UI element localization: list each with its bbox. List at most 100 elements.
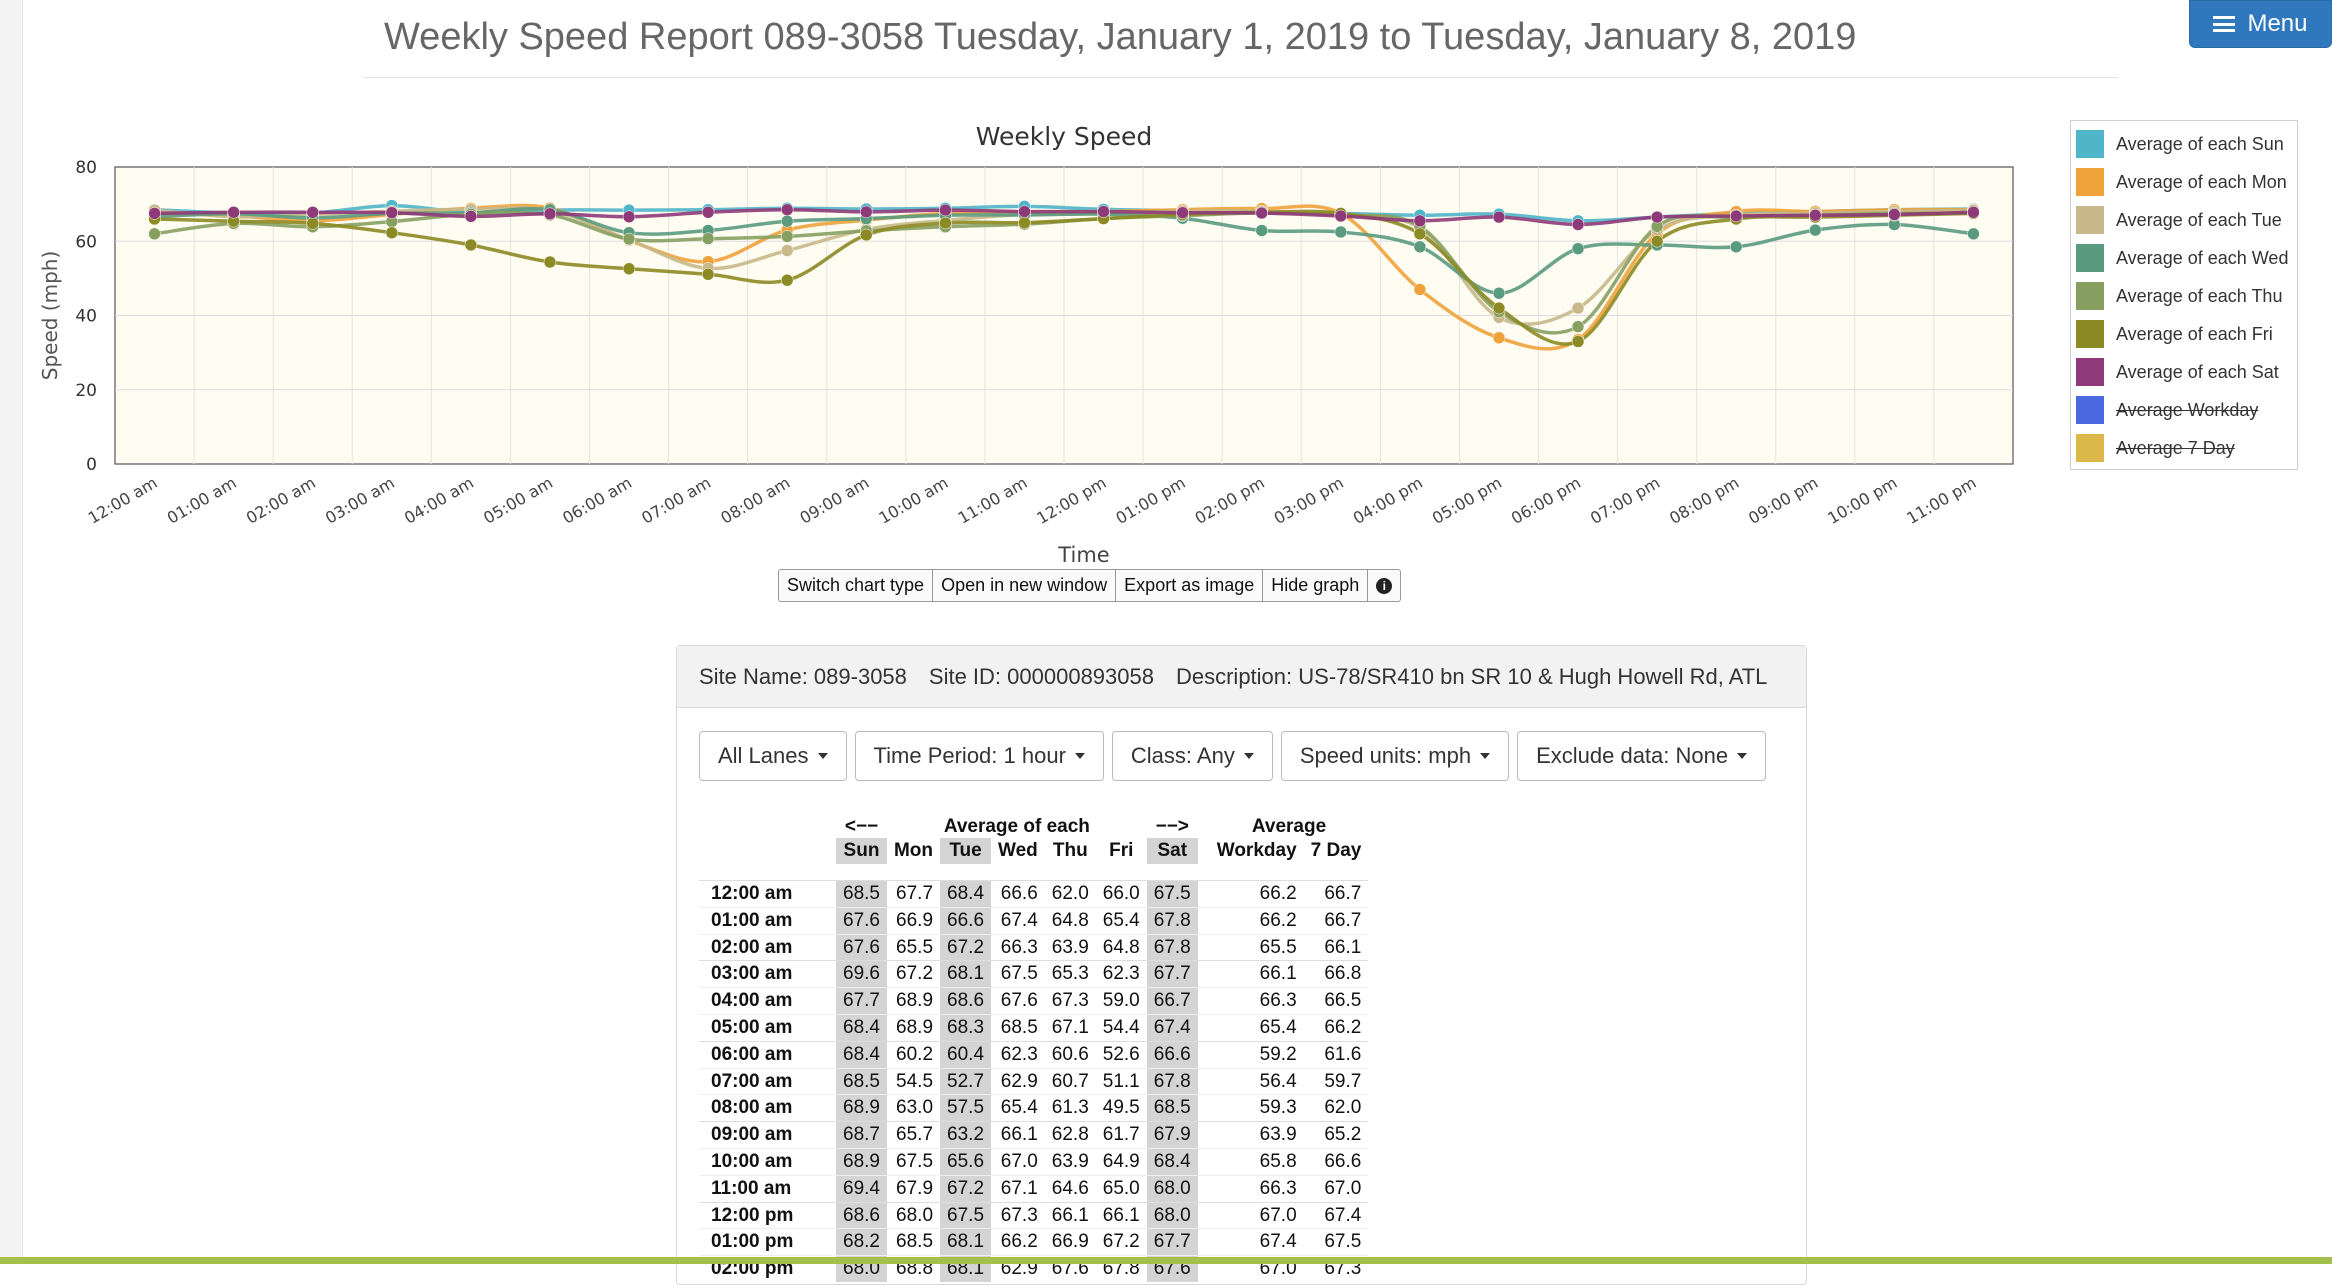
x-tick-label: 11:00 pm (1903, 473, 1979, 528)
x-tick-label: 03:00 am (322, 473, 398, 528)
col-header-thu: Thu (1052, 840, 1088, 861)
sevenday-avg-cell: 65.2 (1303, 1121, 1369, 1149)
sevenday-avg-cell: 66.5 (1303, 987, 1369, 1015)
data-point (1650, 210, 1664, 224)
sevenday-avg-cell: 67.0 (1303, 1174, 1369, 1203)
site-info-header: Site Name: 089-3058 Site ID: 00000089305… (677, 646, 1806, 708)
speed-cell: 67.3 (1044, 987, 1096, 1015)
legend-item[interactable]: Average of each Mon (2071, 163, 2297, 201)
time-period-dropdown[interactable]: Time Period: 1 hour (854, 731, 1104, 781)
x-tick-label: 02:00 am (243, 473, 319, 528)
speed-cell: 66.1 (991, 1121, 1045, 1149)
row-time-label: 11:00 am (699, 1174, 836, 1203)
speed-cell: 60.7 (1044, 1067, 1096, 1095)
speed-cell: 67.8 (1146, 906, 1198, 935)
workday-avg-cell: 66.3 (1209, 987, 1304, 1015)
speed-cell: 52.6 (1095, 1040, 1147, 1069)
legend-swatch (2076, 434, 2104, 462)
legend-item[interactable]: Average of each Wed (2071, 239, 2297, 277)
col-header-sun: Sun (836, 838, 887, 864)
switch-chart-type-button[interactable]: Switch chart type (779, 570, 934, 601)
speed-cell: 68.4 (836, 1013, 887, 1042)
legend-item[interactable]: Average of each Tue (2071, 201, 2297, 239)
sevenday-avg-cell: 59.7 (1303, 1067, 1369, 1095)
x-tick-label: 09:00 pm (1745, 473, 1821, 528)
y-axis-label: Speed (mph) (38, 251, 62, 381)
legend-item[interactable]: Average of each Fri (2071, 315, 2297, 353)
legend-label: Average of each Fri (2116, 323, 2273, 344)
sevenday-avg-cell: 67.4 (1303, 1201, 1369, 1229)
x-tick-label: 07:00 am (638, 473, 714, 528)
speed-cell: 68.4 (836, 1040, 887, 1069)
data-point (1334, 209, 1348, 223)
sevenday-avg-cell: 61.6 (1303, 1040, 1369, 1069)
workday-avg-cell: 59.2 (1209, 1040, 1304, 1069)
chart-info-button[interactable]: i (1368, 570, 1400, 601)
speed-cell: 62.3 (1095, 960, 1147, 988)
speed-table: <−− Average of each −−> Average Sun Mon … (699, 816, 1369, 1282)
data-point (1413, 227, 1427, 241)
data-point (1650, 235, 1664, 248)
chart-toolbar: Switch chart type Open in new window Exp… (778, 569, 1402, 602)
legend-item[interactable]: Average 7 Day (2071, 429, 2297, 467)
data-point (780, 214, 794, 228)
data-point (148, 227, 161, 241)
speed-cell: 65.6 (940, 1147, 992, 1176)
speed-cell: 67.5 (940, 1201, 992, 1229)
group-header: Average of each (943, 816, 1090, 837)
sevenday-avg-cell: 66.8 (1303, 960, 1369, 988)
data-point (622, 232, 636, 246)
prev-week-link[interactable]: <−− (844, 816, 879, 837)
speed-cell: 67.6 (836, 933, 887, 961)
x-tick-label: 02:00 pm (1192, 473, 1268, 528)
speed-cell: 68.4 (1146, 1147, 1198, 1176)
data-point (1176, 206, 1189, 219)
speed-cell: 66.6 (991, 880, 1045, 908)
speed-cell: 67.2 (940, 1174, 992, 1203)
speed-cell: 64.9 (1095, 1147, 1147, 1176)
legend-item[interactable]: Average of each Sat (2071, 353, 2297, 391)
table-row: 09:00 am 68.7 65.7 63.2 66.1 62.8 61.7 67.9 63.9… (699, 1121, 1369, 1149)
data-point (1809, 209, 1822, 222)
exclude-data-dropdown[interactable]: Exclude data: None (1517, 731, 1767, 781)
speed-units-label: Speed units: mph (1299, 743, 1472, 768)
legend-item[interactable]: Average of each Sun (2071, 125, 2297, 163)
legend-item[interactable]: Average of each Thu (2071, 277, 2297, 315)
legend-label: Average of each Thu (2116, 285, 2283, 306)
data-point (227, 206, 240, 219)
filter-bar: All Lanes Time Period: 1 hour Class: Any… (699, 731, 1767, 781)
speed-cell: 67.9 (886, 1174, 941, 1203)
speed-cell: 49.5 (1095, 1094, 1147, 1122)
x-tick-label: 01:00 pm (1112, 473, 1188, 528)
speed-cell: 67.2 (1095, 1228, 1147, 1256)
workday-avg-cell: 63.9 (1209, 1121, 1304, 1149)
row-time-label: 10:00 am (699, 1147, 836, 1176)
speed-units-dropdown[interactable]: Speed units: mph (1280, 731, 1510, 781)
class-dropdown[interactable]: Class: Any (1111, 731, 1273, 781)
speed-cell: 67.6 (991, 987, 1045, 1015)
sevenday-avg-cell: 66.2 (1303, 1013, 1369, 1042)
speed-cell: 59.0 (1095, 987, 1147, 1015)
col-header-fri: Fri (1109, 840, 1134, 861)
class-label: Class: Any (1130, 743, 1235, 768)
data-point (1018, 205, 1031, 218)
legend-item[interactable]: Average Workday (2071, 391, 2297, 429)
y-tick-label: 20 (75, 381, 97, 401)
col-header-wed: Wed (998, 840, 1038, 861)
speed-cell: 66.3 (991, 933, 1045, 961)
speed-cell: 51.1 (1095, 1067, 1147, 1095)
speed-cell: 68.5 (836, 1067, 887, 1095)
speed-cell: 68.5 (991, 1013, 1045, 1042)
menu-button[interactable]: Menu (2189, 0, 2332, 48)
col-header-mon: Mon (893, 840, 934, 861)
speed-cell: 67.4 (1146, 1013, 1198, 1042)
col-header-tue: Tue (940, 838, 992, 864)
hide-graph-button[interactable]: Hide graph (1263, 570, 1369, 601)
table-row: 07:00 am 68.5 54.5 52.7 62.9 60.7 51.1 67.8 56.4… (699, 1067, 1369, 1095)
lanes-dropdown[interactable]: All Lanes (699, 731, 847, 781)
row-time-label: 01:00 am (699, 906, 836, 935)
speed-cell: 66.6 (1146, 1040, 1198, 1069)
open-new-window-button[interactable]: Open in new window (933, 570, 1117, 601)
export-image-button[interactable]: Export as image (1116, 570, 1264, 601)
next-week-link[interactable]: −−> (1155, 816, 1189, 837)
